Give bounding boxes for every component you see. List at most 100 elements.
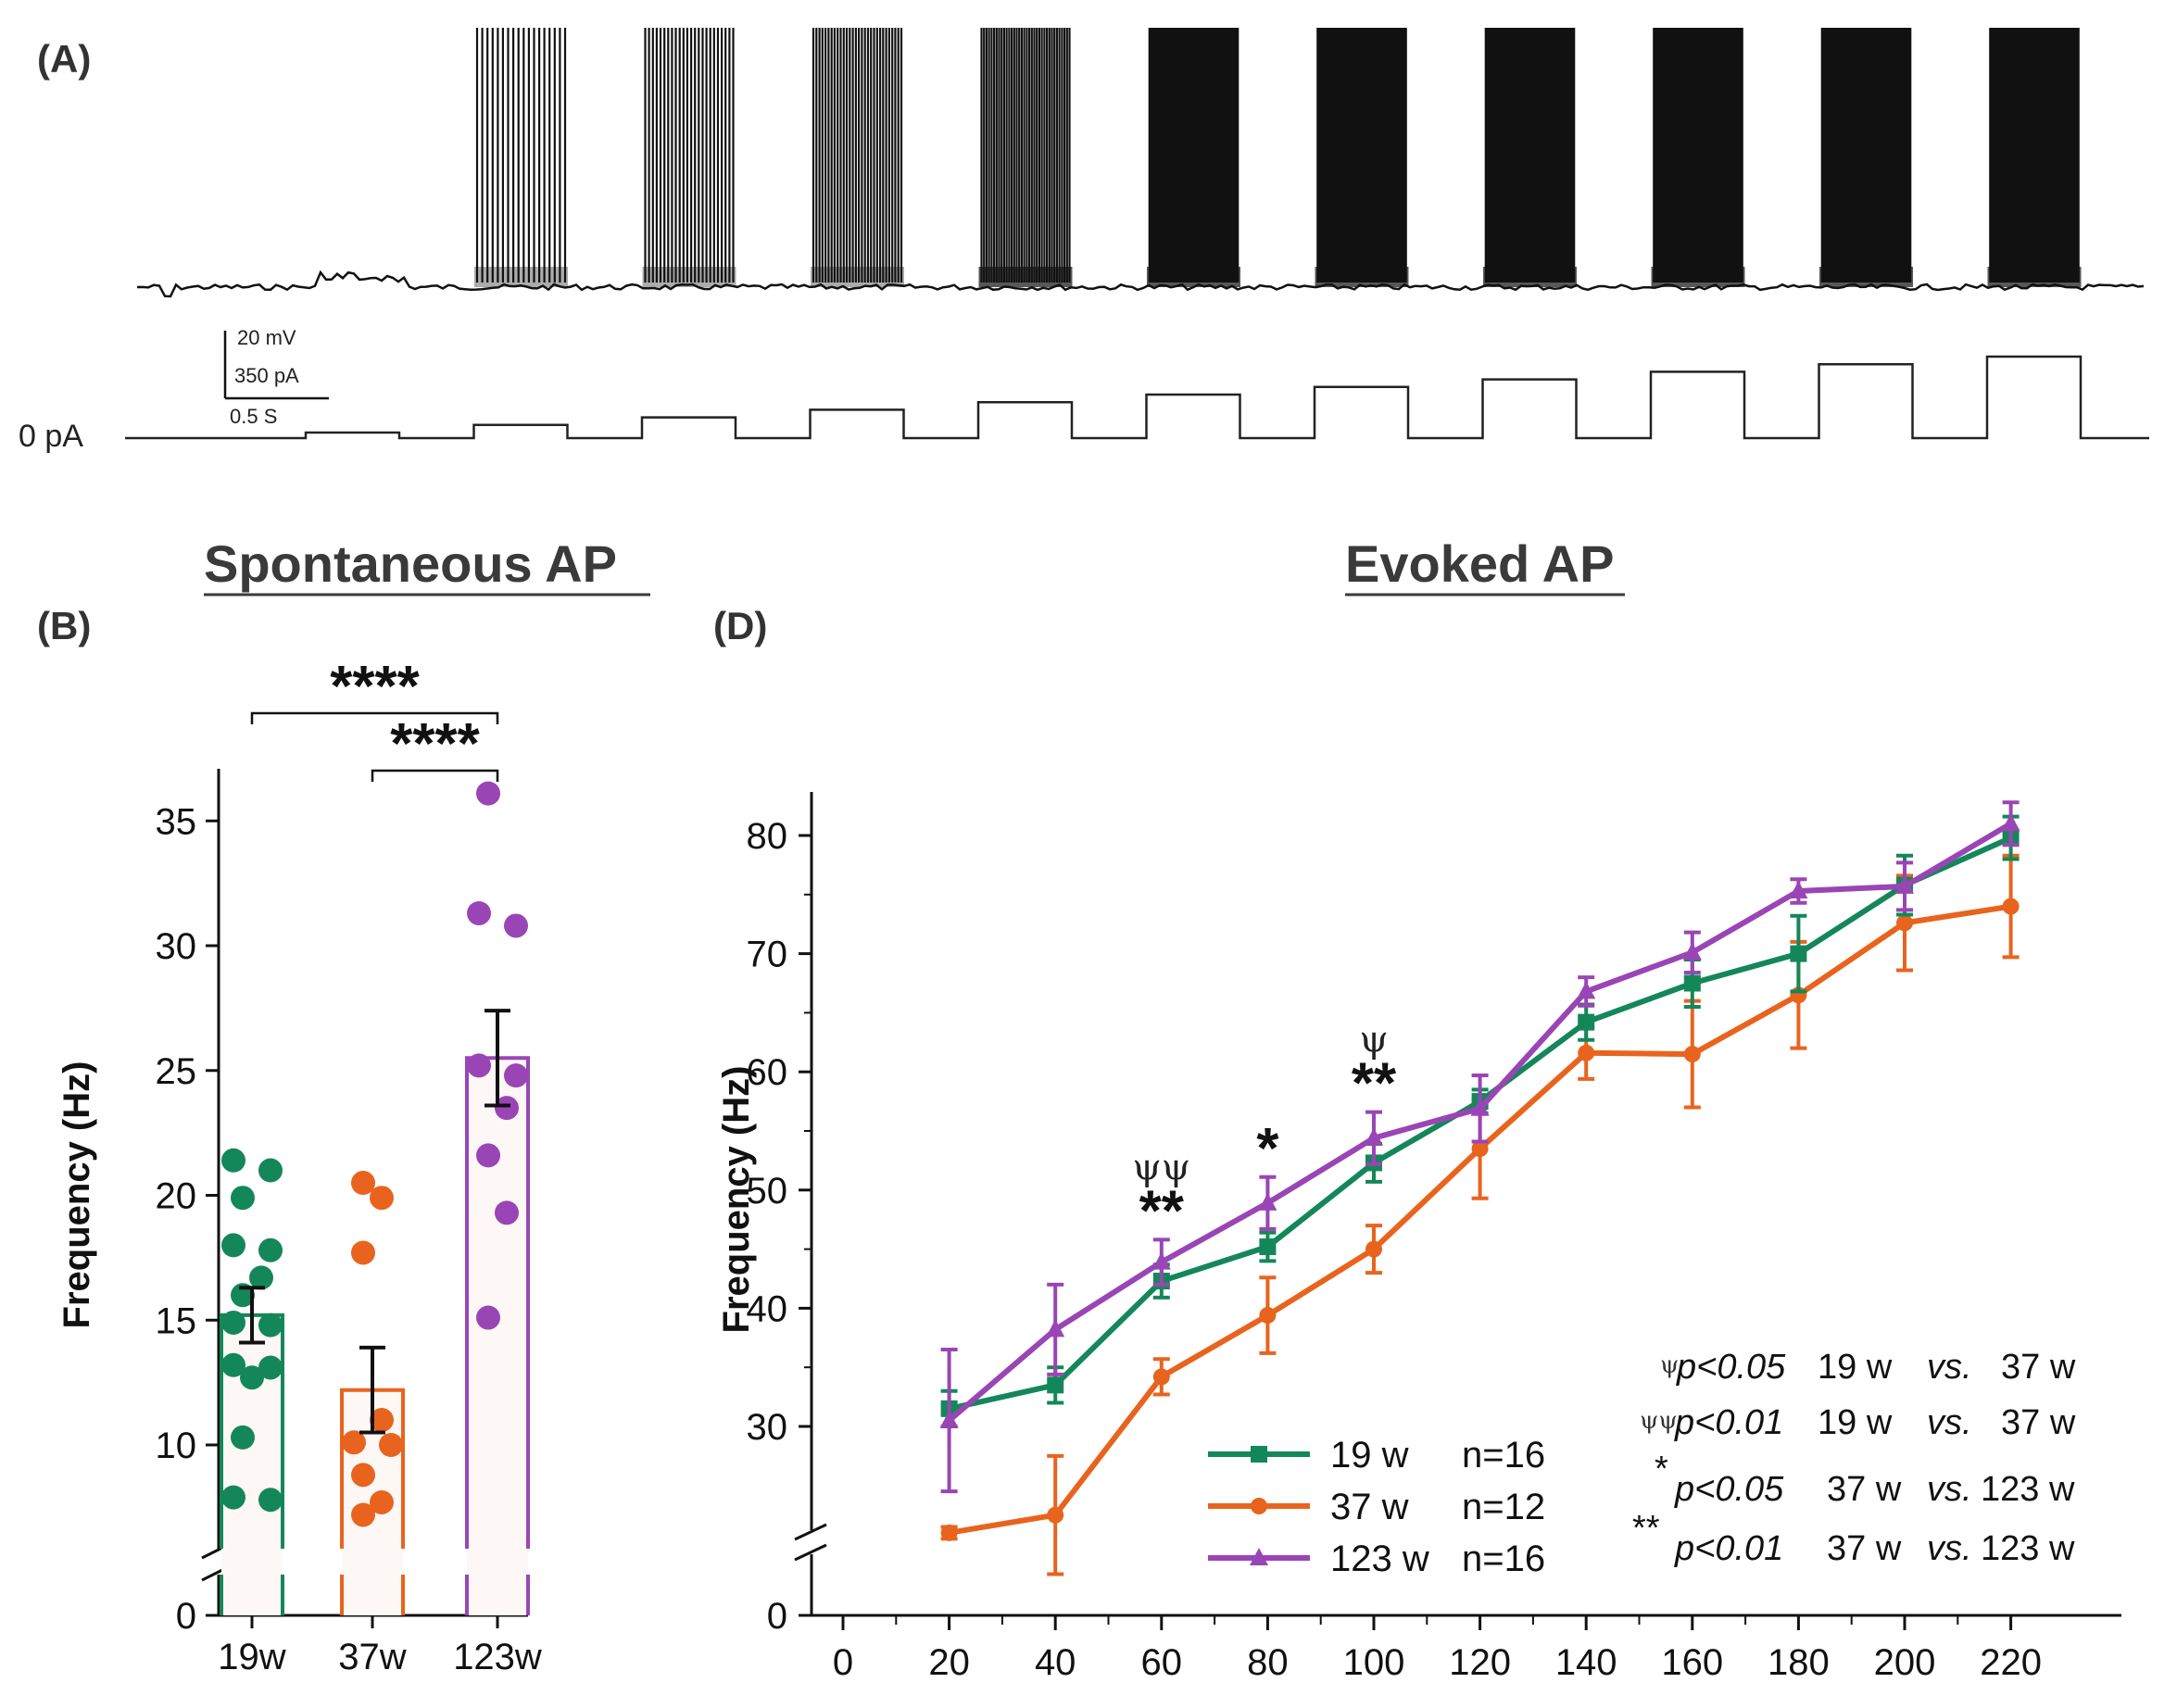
spike-train-depolarization-10 xyxy=(1987,267,2082,287)
data-marker xyxy=(940,1524,958,1541)
data-point-19w xyxy=(258,1488,283,1513)
bar-chart-x-tick-label: 19w xyxy=(218,1637,285,1677)
line-chart-y-tick-label: 0 xyxy=(767,1596,787,1637)
legend-marker xyxy=(1251,1446,1267,1463)
bar-base-19w xyxy=(220,1575,284,1615)
note-p-value: p<0.01 xyxy=(1674,1403,1783,1442)
spike-train-depolarization-3 xyxy=(811,267,904,287)
data-point-19w xyxy=(231,1425,255,1450)
spike-train-depolarization-9 xyxy=(1819,267,1913,287)
line-chart-x-tick-label: 100 xyxy=(1343,1642,1405,1683)
data-marker xyxy=(939,1410,959,1428)
panel-b: Spontaneous AP (B) 0 10 15 20 25 30 35 19w 37w 12… xyxy=(37,534,650,1677)
data-marker xyxy=(1046,1319,1065,1338)
data-point-123w xyxy=(476,1305,500,1330)
note-symbol: ** xyxy=(1632,1509,1660,1548)
line-chart-axis-break-mark xyxy=(794,1523,827,1541)
data-point-123w xyxy=(495,1096,519,1121)
note-group-a: 19 w xyxy=(1818,1403,1893,1442)
note-symbol: ψψ xyxy=(1640,1407,1678,1435)
data-point-19w xyxy=(258,1237,283,1262)
data-point-19w xyxy=(258,1355,283,1380)
data-point-37w xyxy=(370,1489,394,1514)
data-point-37w xyxy=(342,1430,366,1455)
bar-base-37w xyxy=(340,1575,405,1615)
psi-symbol: ψ xyxy=(1359,1019,1388,1061)
spike-train-6 xyxy=(1316,28,1407,283)
note-group-a: 37 w xyxy=(1827,1470,1902,1509)
scale-current-label: 350 pA xyxy=(234,364,299,387)
data-point-123w xyxy=(467,900,491,925)
spike-train-depolarization-8 xyxy=(1651,267,1745,287)
line-chart-y-tick-label: 80 xyxy=(747,816,788,857)
line-chart-y-axis-title: Frequency (Hz) xyxy=(716,1066,757,1334)
note-vs: vs. xyxy=(1927,1529,1972,1568)
spike-train-depolarization-1 xyxy=(474,267,568,287)
bar-chart-points xyxy=(221,781,528,1527)
legend-marker xyxy=(1250,1548,1268,1565)
data-point-37w xyxy=(351,1463,375,1488)
data-point-19w xyxy=(231,1186,255,1211)
voltage-trace xyxy=(136,270,2145,298)
significance-bracket xyxy=(371,769,499,782)
data-point-123w xyxy=(504,1063,528,1088)
line-chart-y-tick-label: 60 xyxy=(747,1052,788,1093)
line-chart-annotations: **ψψ ***ψ xyxy=(1132,1019,1397,1244)
legend-sample-size: n=16 xyxy=(1462,1538,1545,1579)
legend-series-name: 37 w xyxy=(1330,1487,1409,1527)
line-chart-axis-break-mark xyxy=(794,1543,827,1562)
panel-a: (A) 20 mV 350 pA 0.5 S 0 pA xyxy=(19,28,2149,454)
data-marker xyxy=(1578,1013,1595,1031)
data-marker xyxy=(1895,875,1914,894)
significance-stars: ** xyxy=(1139,1179,1185,1243)
data-point-123w xyxy=(504,913,528,938)
data-point-19w xyxy=(221,1485,245,1510)
line-chart-x-tick-label: 180 xyxy=(1768,1642,1830,1683)
bar-chart-y-tick-label: 10 xyxy=(156,1425,197,1466)
spontaneous-ap-title: Spontaneous AP xyxy=(204,534,617,593)
data-marker xyxy=(1047,1376,1064,1394)
note-group-b: 123 w xyxy=(1981,1470,2075,1509)
note-group-a: 37 w xyxy=(1827,1529,1902,1568)
line-chart-x-tick-label: 80 xyxy=(1247,1642,1289,1683)
data-point-37w xyxy=(351,1171,375,1196)
spike-train-3 xyxy=(812,28,903,283)
bar-chart-y-tick-label: 30 xyxy=(156,926,197,967)
data-point-37w xyxy=(379,1433,403,1457)
data-point-37w xyxy=(351,1240,375,1265)
data-marker xyxy=(1151,1251,1171,1270)
line-chart-x-tick-label: 40 xyxy=(1035,1642,1076,1683)
legend-marker xyxy=(1251,1498,1267,1514)
spike-train-2 xyxy=(644,28,735,283)
bar-chart-y-axis-title: Frequency (Hz) xyxy=(57,1061,97,1329)
data-marker xyxy=(1365,1240,1382,1258)
data-marker xyxy=(1789,880,1808,898)
data-marker xyxy=(1258,1192,1277,1211)
line-chart-x-tick-label: 60 xyxy=(1141,1642,1183,1683)
spike-train-4 xyxy=(980,28,1071,283)
significance-bracket xyxy=(250,711,499,724)
data-marker xyxy=(1047,1506,1064,1524)
line-chart-y-tick-label: 70 xyxy=(747,935,788,975)
note-p-value: p<0.05 xyxy=(1676,1348,1786,1387)
scale-bar: 20 mV 350 pA 0.5 S xyxy=(223,326,329,428)
bar-chart-y-tick-label: 20 xyxy=(156,1176,197,1217)
data-marker xyxy=(1896,914,1913,932)
data-marker xyxy=(1577,981,1596,999)
line-chart-y-tick-label: 50 xyxy=(747,1171,788,1212)
spike-train-depolarization-6 xyxy=(1315,267,1409,287)
line-chart-legend: 19 w n=16 37 w n=12 123 w n=16 xyxy=(1208,1435,1545,1579)
series-123w xyxy=(939,800,2020,1494)
data-point-123w xyxy=(476,781,500,806)
data-marker xyxy=(1152,1368,1170,1386)
line-chart-x-tick-label: 140 xyxy=(1555,1642,1617,1683)
note-group-b: 37 w xyxy=(2001,1403,2076,1442)
data-point-19w xyxy=(258,1312,283,1338)
current-step-trace xyxy=(125,355,2149,440)
evoked-ap-title: Evoked AP xyxy=(1345,534,1614,593)
spike-train-depolarization-2 xyxy=(642,267,736,287)
spike-train-7 xyxy=(1484,28,1576,283)
bar-chart-y-tick-label: 15 xyxy=(156,1300,197,1341)
note-p-value: p<0.05 xyxy=(1674,1470,1784,1509)
spike-train-1 xyxy=(475,28,567,283)
